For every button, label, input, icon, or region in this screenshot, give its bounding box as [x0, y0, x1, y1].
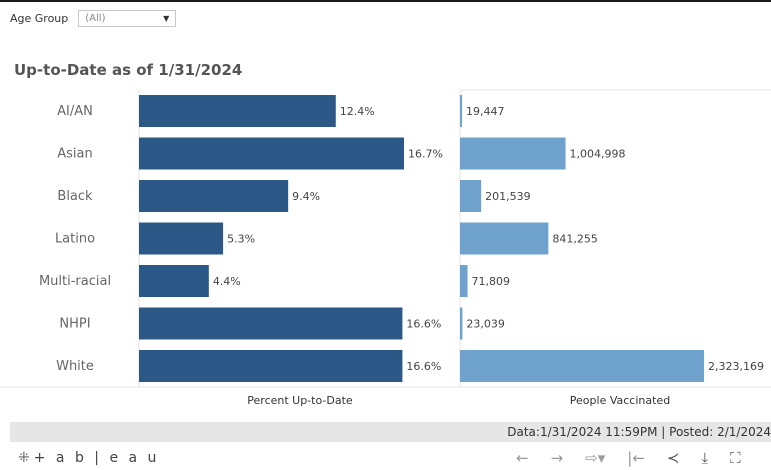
download-icon[interactable]: ⤓	[701, 449, 709, 467]
bar-vaccinated	[460, 180, 482, 212]
bar-percent	[139, 307, 403, 340]
chart-title: Up-to-Date as of 1/31/2024	[14, 61, 243, 79]
footer-bar: Data:1/31/2024 11:59PM | Posted: 2/1/202…	[10, 422, 771, 442]
x-axis-label-percent: Percent Up-to-Date	[247, 394, 353, 407]
toolbar-icons: ← → ⇨▾ |← ≺ ⤓ ⛶	[516, 446, 763, 470]
data-label-percent: 16.6%	[406, 360, 441, 373]
fullscreen-icon[interactable]: ⛶	[730, 449, 741, 467]
bar-percent	[139, 350, 403, 382]
data-label-percent: 16.6%	[406, 318, 441, 331]
bar-vaccinated	[460, 222, 549, 255]
data-label-vaccinated: 23,039	[466, 318, 505, 331]
data-label-vaccinated: 71,809	[472, 275, 511, 288]
bar-vaccinated	[460, 137, 566, 170]
undo-icon[interactable]: ←	[516, 449, 529, 467]
bar-percent	[139, 95, 336, 127]
bar-vaccinated	[460, 95, 463, 127]
data-label-vaccinated: 201,539	[485, 190, 531, 203]
category-label: Multi-racial	[39, 274, 111, 289]
filter-value: (All)	[85, 12, 106, 24]
category-label: AI/AN	[57, 104, 93, 119]
data-label-percent: 4.4%	[213, 275, 241, 288]
data-label-vaccinated: 19,447	[466, 105, 505, 118]
revert-icon[interactable]: ⇨▾	[585, 449, 606, 467]
bar-vaccinated	[460, 265, 468, 297]
filter-label: Age Group	[10, 11, 69, 25]
age-group-filter: Age Group (All) ▼	[10, 8, 177, 28]
tableau-logo[interactable]: ⁜ + a b | e a u	[18, 450, 159, 466]
brand-text: + a b | e a u	[33, 450, 160, 466]
bar-chart: AI/AN 12.4% 19,447 Asian 16.7% 1,004,998 Black…	[0, 89, 771, 407]
data-label-vaccinated: 841,255	[552, 233, 598, 246]
x-axis-label-vaccinated: People Vaccinated	[570, 394, 670, 407]
bar-percent	[139, 222, 224, 255]
redo-icon[interactable]: →	[550, 449, 564, 467]
data-label-percent: 16.7%	[408, 148, 443, 161]
category-label: Black	[57, 189, 93, 204]
data-label-percent: 12.4%	[340, 105, 375, 118]
top-rule	[0, 0, 771, 2]
data-label-vaccinated: 2,323,169	[708, 360, 764, 373]
age-group-dropdown[interactable]: (All) ▼	[78, 9, 177, 27]
bar-percent	[139, 265, 209, 297]
category-label: Asian	[57, 147, 92, 162]
bar-vaccinated	[460, 307, 463, 340]
data-label-percent: 5.3%	[227, 233, 255, 246]
category-label: Latino	[55, 232, 95, 247]
bar-percent	[139, 180, 289, 212]
toolbar: ⁜ + a b | e a u ← → ⇨▾ |← ≺ ⤓ ⛶	[0, 446, 771, 470]
category-label: NHPI	[59, 317, 90, 332]
chevron-down-icon: ▼	[163, 13, 170, 23]
tableau-brand-icon: ⁜	[18, 450, 30, 466]
bar-vaccinated	[460, 350, 704, 382]
data-label-percent: 9.4%	[292, 190, 320, 203]
bar-percent	[139, 137, 404, 170]
data-label-vaccinated: 1,004,998	[570, 148, 626, 161]
reset-icon[interactable]: |←	[627, 449, 645, 467]
category-label: White	[56, 359, 94, 374]
share-icon[interactable]: ≺	[666, 449, 680, 467]
data-posted-text: Data:1/31/2024 11:59PM | Posted: 2/1/202…	[507, 425, 771, 439]
